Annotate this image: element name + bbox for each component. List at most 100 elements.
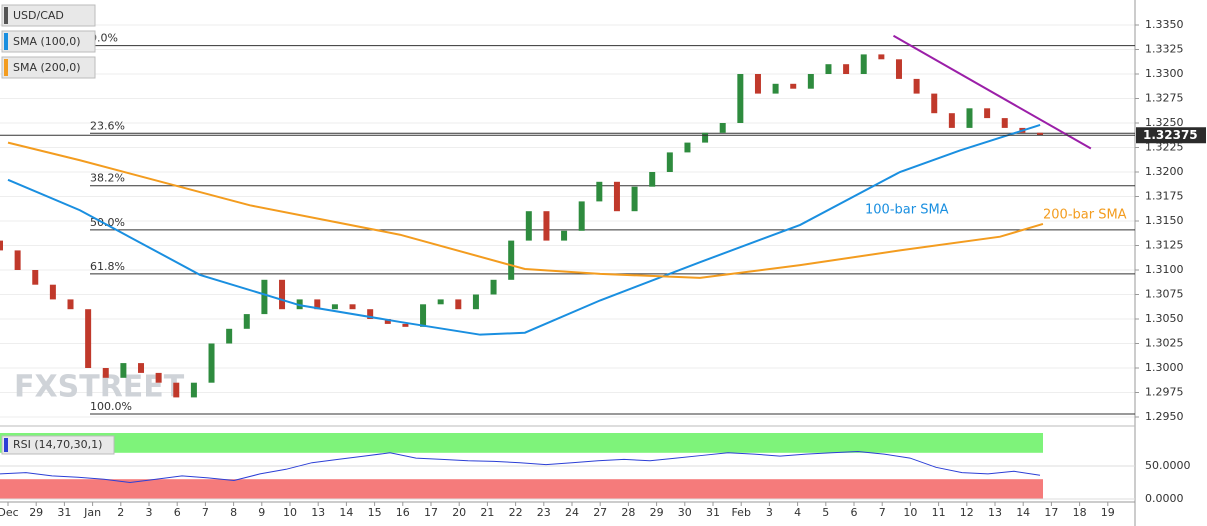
candle (279, 279, 286, 310)
legend-swatch (4, 33, 8, 50)
candle (384, 319, 391, 324)
candle (613, 181, 620, 212)
sma-annotation: 200-bar SMA (1043, 208, 1127, 223)
x-tick-label: 10 (903, 506, 917, 519)
candle (437, 299, 444, 305)
sma-annotation: 100-bar SMA (865, 203, 949, 218)
legend-box (1, 435, 115, 455)
candle (561, 230, 568, 241)
x-tick-label: 6 (174, 506, 181, 519)
x-tick-label: 17 (424, 506, 438, 519)
y-tick-label: 1.3350 (1145, 18, 1184, 31)
candle (420, 304, 427, 327)
x-tick-label: 2 (117, 506, 124, 519)
y-tick-label: 1.3125 (1145, 239, 1184, 252)
candle (349, 304, 356, 310)
x-tick-label: 11 (932, 506, 946, 519)
fib-label: 61.8% (90, 260, 125, 273)
fib-label: 100.0% (90, 400, 132, 413)
candle (226, 328, 233, 344)
x-tick-label: 12 (960, 506, 974, 519)
x-tick-label: 22 (509, 506, 523, 519)
candle (931, 93, 938, 114)
x-tick-label: 14 (339, 506, 353, 519)
candle (155, 372, 162, 383)
candle (754, 74, 761, 94)
legend-label: SMA (100,0) (13, 35, 81, 48)
candle (719, 123, 726, 133)
x-tick-label: 13 (311, 506, 325, 519)
x-tick-label: 7 (202, 506, 209, 519)
x-tick-label: 31 (706, 506, 720, 519)
fib-label: 0.0% (90, 32, 118, 45)
candle (138, 363, 145, 373)
candle (772, 83, 779, 94)
y-tick-label: 1.3075 (1145, 288, 1184, 301)
sma-line (7, 141, 1044, 279)
rsi-line (0, 450, 1041, 484)
x-tick-label: 3 (146, 506, 153, 519)
x-tick-label: 21 (480, 506, 494, 519)
candle (32, 270, 39, 285)
oversold-zone (0, 479, 1043, 499)
candle (367, 309, 374, 319)
candle (208, 343, 215, 383)
rsi-tick-label: 0.0000 (1145, 492, 1184, 505)
fib-label: 50.0% (90, 216, 125, 229)
y-tick-label: 1.3175 (1145, 190, 1184, 203)
legend-box (1, 56, 96, 79)
candle (525, 211, 532, 241)
y-tick-label: 1.3000 (1145, 361, 1184, 374)
y-tick-label: 1.3275 (1145, 92, 1184, 105)
x-tick-label: 8 (230, 506, 237, 519)
candle (261, 279, 268, 315)
price-label: 1.32375 (1143, 128, 1198, 142)
y-tick-label: 1.3025 (1145, 337, 1184, 350)
candle (1001, 118, 1008, 128)
x-tick-label: 31 (57, 506, 71, 519)
price-box (1136, 127, 1206, 144)
candle (1037, 132, 1043, 136)
candle (472, 294, 479, 310)
candle (190, 382, 197, 398)
candle (649, 172, 656, 187)
x-tick-label: 19 (1101, 506, 1115, 519)
legend-swatch (4, 59, 8, 76)
candle (49, 284, 56, 300)
y-tick-label: 1.2950 (1145, 410, 1184, 423)
candle (173, 382, 180, 398)
legend-box (1, 30, 96, 53)
x-tick-label: 7 (879, 506, 886, 519)
candle (984, 108, 991, 119)
candle (402, 323, 409, 327)
candle (102, 368, 109, 378)
x-tick-label: 18 (1073, 506, 1087, 519)
candle (737, 74, 744, 123)
x-tick-label: 17 (1044, 506, 1058, 519)
y-tick-label: 1.3050 (1145, 312, 1184, 325)
candle (596, 181, 603, 202)
candle (948, 113, 955, 128)
x-tick-label: 23 (537, 506, 551, 519)
legend-swatch (4, 7, 8, 24)
candle (331, 304, 338, 310)
sma-line (7, 124, 1041, 336)
legend-label: SMA (200,0) (13, 61, 81, 74)
legend-label: RSI (14,70,30,1) (13, 438, 102, 451)
candle (666, 152, 673, 172)
x-tick-label: 16 (396, 506, 410, 519)
legend-box (1, 4, 96, 27)
x-tick-label: 13 (988, 506, 1002, 519)
x-tick-label: 20 (452, 506, 466, 519)
candle (120, 363, 127, 378)
candle (843, 64, 850, 74)
candle (455, 299, 462, 310)
candle (490, 279, 497, 295)
x-tick-label: 4 (794, 506, 801, 519)
x-tick-label: 14 (1016, 506, 1030, 519)
legend-swatch (4, 438, 8, 452)
candle (508, 240, 515, 280)
x-tick-label: 6 (851, 506, 858, 519)
candle (684, 142, 691, 153)
y-tick-label: 1.3225 (1145, 141, 1184, 154)
